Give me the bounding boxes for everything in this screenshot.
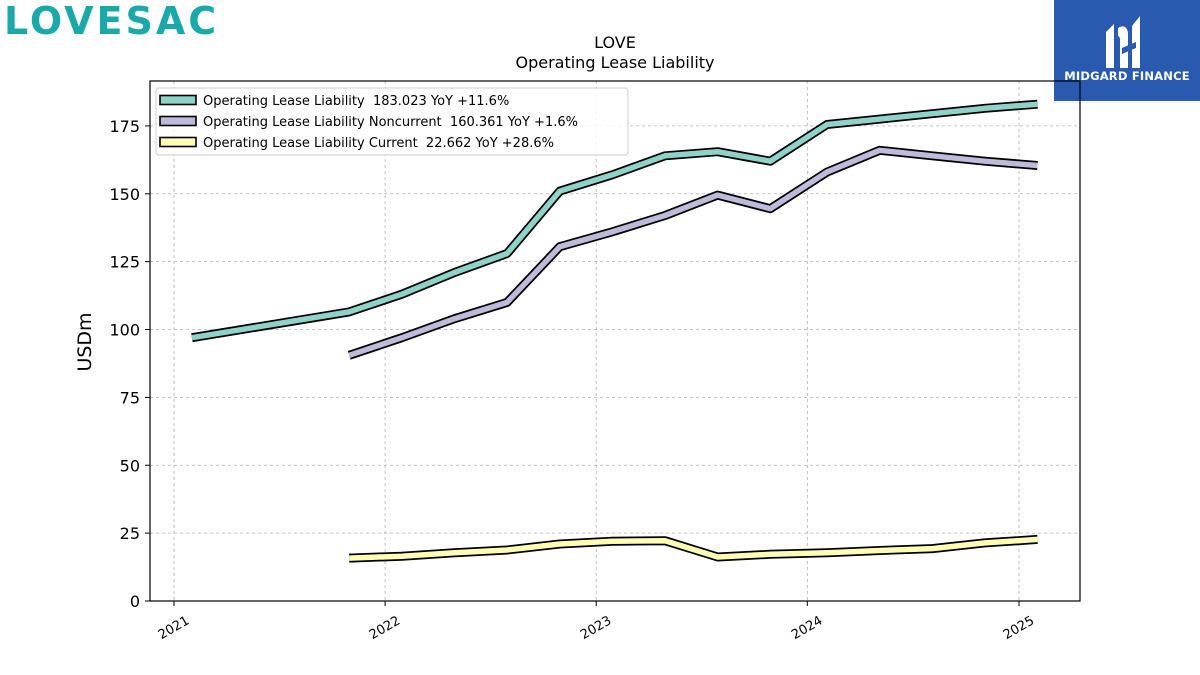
lovesac-logo: LOVESAC	[4, 0, 220, 43]
series-lines	[191, 99, 1038, 563]
y-tick-label: 50	[120, 456, 140, 475]
y-axis: 0 25 50 75 100 125 150 175	[109, 117, 150, 611]
midgard-finance-badge: MIDGARD FINANCE	[1054, 0, 1200, 101]
midgard-logo-icon	[1106, 16, 1140, 68]
y-tick-label: 25	[120, 524, 140, 543]
series-line-outline-1	[347, 145, 1038, 360]
x-tick-label: 2022	[367, 613, 403, 643]
grid	[150, 81, 1080, 601]
chart-subtitle: Operating Lease Liability	[515, 53, 714, 72]
legend-entry-1: Operating Lease Liability Noncurrent 160…	[203, 115, 578, 130]
plot-frame	[149, 80, 1081, 602]
y-tick-label: 125	[109, 253, 140, 272]
midgard-finance-label: MIDGARD FINANCE	[1064, 69, 1190, 83]
x-tick-label: 2023	[578, 613, 614, 643]
y-tick-label: 0	[130, 592, 140, 611]
x-tick-label: 2025	[1001, 613, 1037, 643]
y-tick-label: 75	[120, 388, 140, 407]
y-axis-label: USDm	[74, 312, 96, 371]
series-line-0	[191, 101, 1038, 341]
y-tick-label: 150	[109, 185, 140, 204]
y-tick-label: 100	[109, 321, 140, 340]
x-tick-label: 2024	[789, 613, 825, 643]
series-line-1	[348, 147, 1038, 358]
x-tick-label: 2021	[156, 613, 192, 643]
legend: Operating Lease Liability 183.023 YoY +1…	[155, 87, 629, 156]
legend-swatch-0	[159, 94, 197, 106]
legend-entry-0: Operating Lease Liability 183.023 YoY +1…	[203, 94, 509, 109]
legend-box	[155, 87, 629, 156]
x-axis: 2021 2022 2023 2024 2025	[156, 601, 1037, 643]
chart-title: LOVE	[594, 33, 636, 52]
series-line-2	[349, 536, 1038, 561]
legend-entry-2: Operating Lease Liability Current 22.662…	[203, 136, 554, 151]
y-tick-label: 175	[109, 117, 140, 136]
legend-swatch-1	[159, 115, 197, 127]
legend-swatch-2	[159, 136, 197, 148]
